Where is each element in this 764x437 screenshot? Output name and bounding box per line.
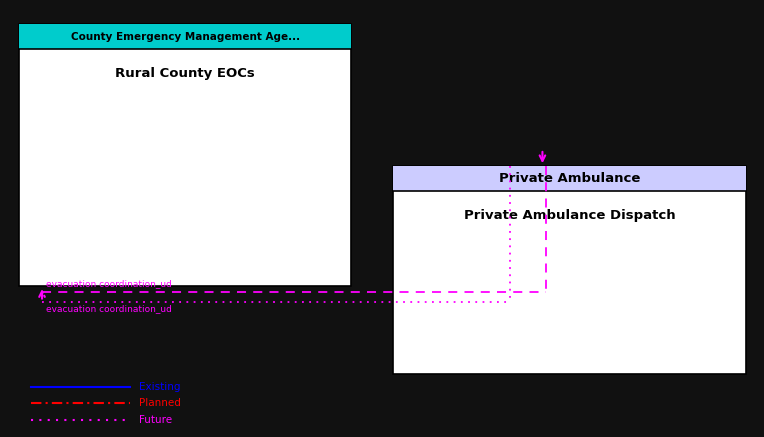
- Bar: [393, 166, 746, 191]
- Text: Private Ambulance Dispatch: Private Ambulance Dispatch: [465, 209, 675, 222]
- Bar: [19, 24, 351, 49]
- Text: Rural County EOCs: Rural County EOCs: [115, 67, 255, 80]
- Bar: [393, 166, 746, 374]
- Text: Private Ambulance: Private Ambulance: [499, 172, 641, 185]
- Text: County Emergency Management Age...: County Emergency Management Age...: [71, 32, 299, 42]
- Bar: [19, 24, 351, 286]
- Text: Planned: Planned: [139, 399, 181, 408]
- Text: Existing: Existing: [139, 382, 180, 392]
- Text: evacuation coordination_ud: evacuation coordination_ud: [46, 304, 172, 313]
- Text: evacuation coordination_ud: evacuation coordination_ud: [46, 279, 172, 288]
- Text: Future: Future: [139, 415, 172, 425]
